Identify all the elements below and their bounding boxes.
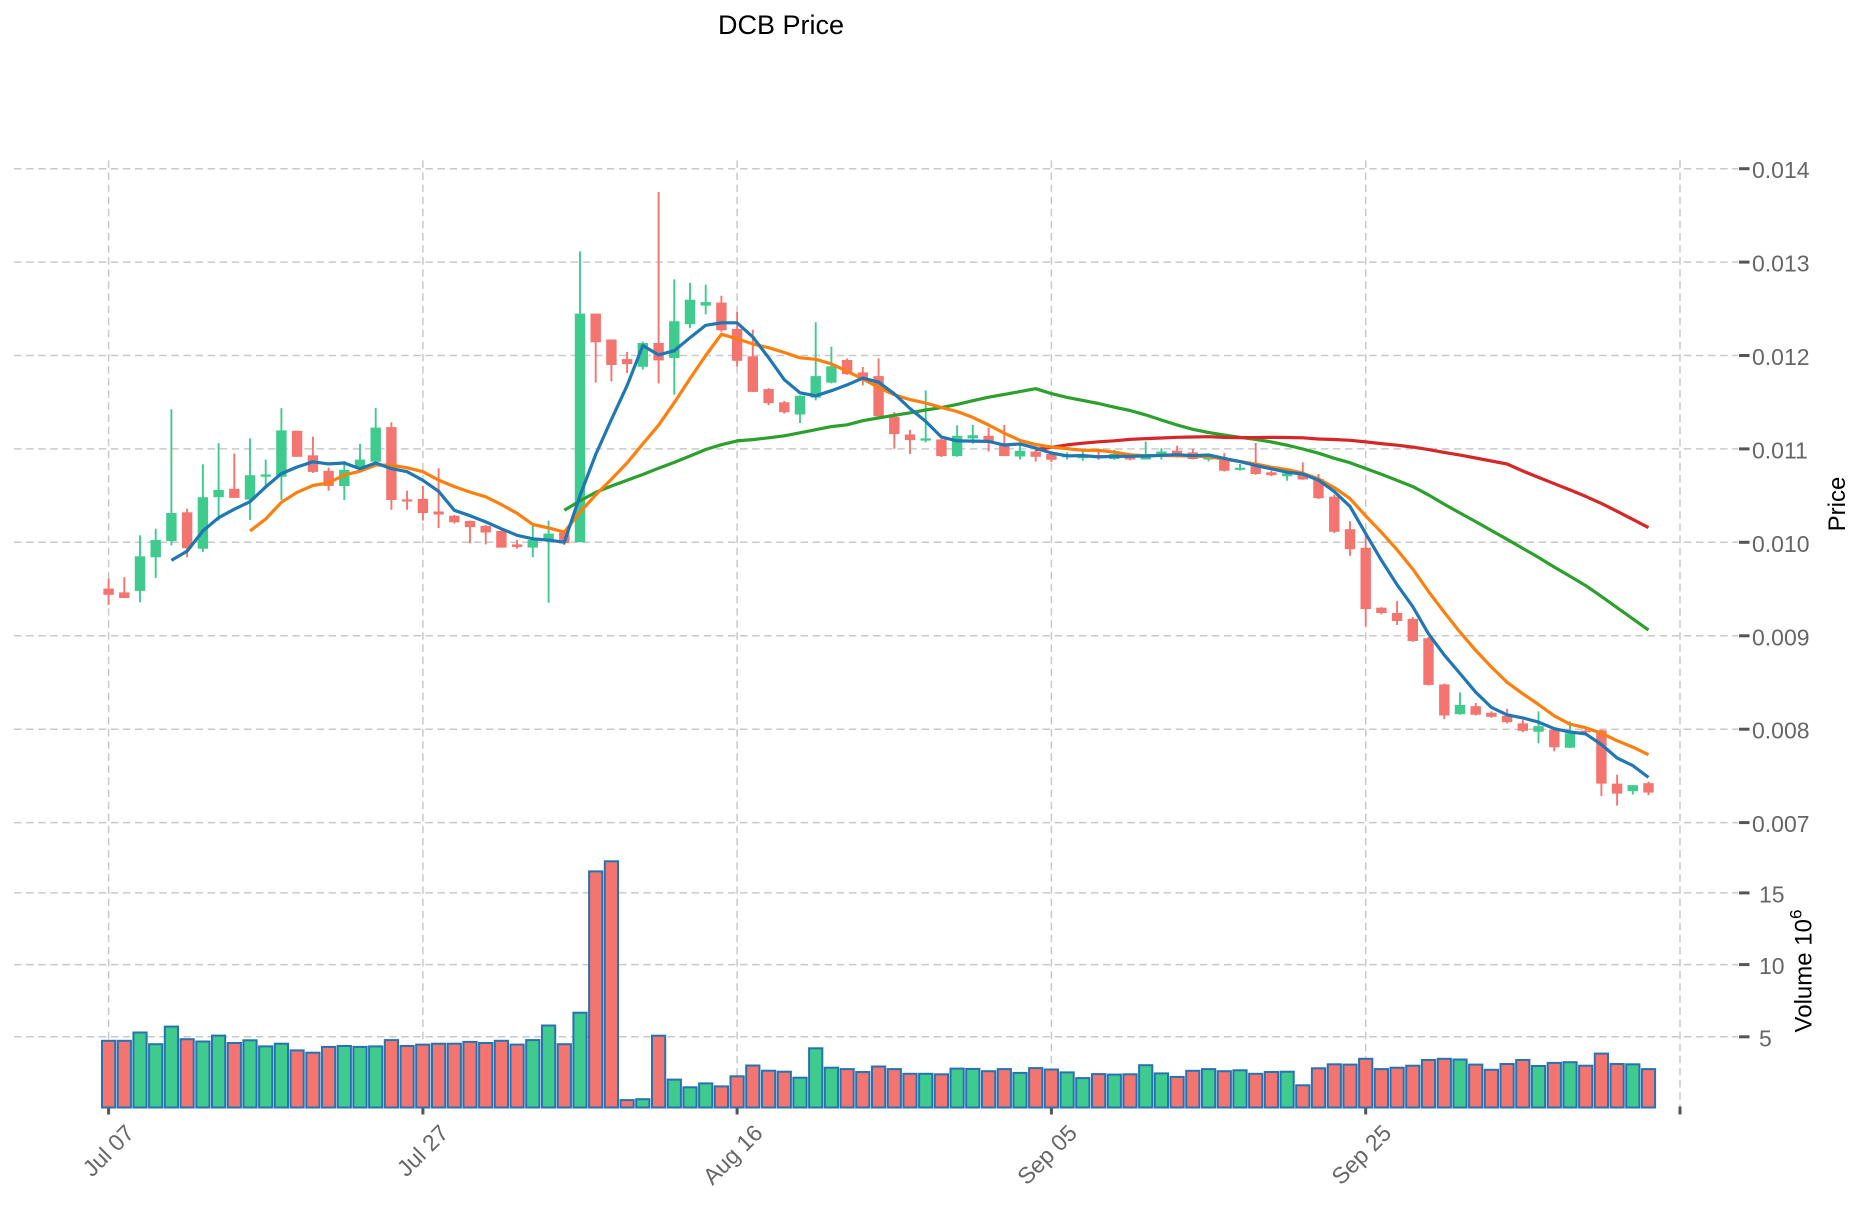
svg-text:10: 10 bbox=[1759, 953, 1785, 979]
svg-text:0.008: 0.008 bbox=[1752, 718, 1810, 744]
svg-text:0.011: 0.011 bbox=[1752, 437, 1808, 463]
svg-text:5: 5 bbox=[1759, 1025, 1772, 1051]
svg-text:15: 15 bbox=[1759, 881, 1785, 907]
svg-text:0.014: 0.014 bbox=[1752, 157, 1810, 183]
svg-text:0.013: 0.013 bbox=[1752, 251, 1810, 277]
svg-text:0.012: 0.012 bbox=[1752, 344, 1810, 370]
svg-text:DCB Price: DCB Price bbox=[718, 10, 844, 40]
svg-text:Price: Price bbox=[1824, 477, 1851, 532]
svg-text:0.009: 0.009 bbox=[1752, 624, 1810, 650]
svg-text:Volume 106: Volume 106 bbox=[1787, 910, 1818, 1033]
svg-text:0.007: 0.007 bbox=[1752, 811, 1810, 837]
svg-text:0.010: 0.010 bbox=[1752, 531, 1810, 557]
